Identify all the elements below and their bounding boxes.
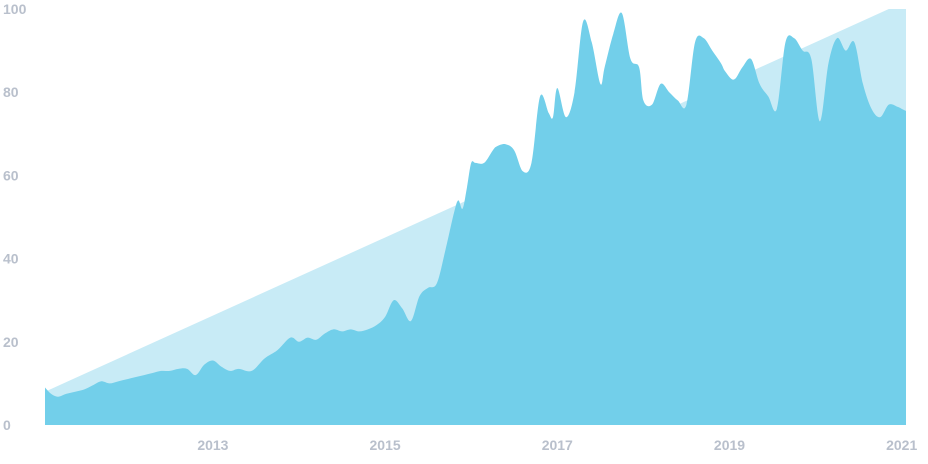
y-tick-label: 40 — [3, 251, 19, 267]
x-tick-label: 2013 — [197, 437, 228, 453]
y-tick-label: 0 — [3, 417, 11, 433]
y-tick-label: 20 — [3, 334, 19, 350]
x-tick-label: 2019 — [714, 437, 745, 453]
x-axis: 2013 2015 2017 2019 2021 — [197, 437, 917, 453]
y-tick-label: 100 — [3, 1, 27, 17]
y-tick-label: 60 — [3, 167, 19, 183]
x-tick-label: 2017 — [542, 437, 573, 453]
series-area — [45, 12, 906, 425]
y-tick-label: 80 — [3, 84, 19, 100]
y-axis: 0 20 40 60 80 100 — [3, 1, 27, 433]
x-tick-label: 2021 — [886, 437, 917, 453]
x-tick-label: 2015 — [370, 437, 401, 453]
